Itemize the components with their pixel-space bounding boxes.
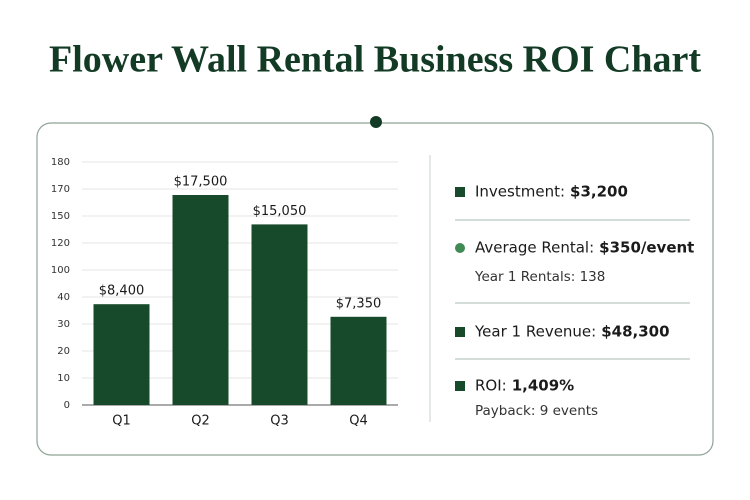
summary-label: Average Rental: [475, 239, 594, 257]
summary-value: 1,409% [512, 377, 574, 395]
summary-note: Year 1 Rentals: 138 [474, 269, 605, 285]
summary-value: $350/event [599, 239, 694, 257]
bar [172, 195, 229, 405]
marker [455, 187, 465, 197]
value-label: $15,050 [253, 204, 307, 219]
y-tick-label: 180 [51, 157, 70, 168]
summary-label: Year 1 Revenue: [474, 323, 596, 341]
bar [93, 304, 150, 405]
y-tick-label: 170 [51, 184, 70, 195]
x-tick-label: Q2 [191, 414, 210, 429]
x-tick-label: Q3 [270, 414, 289, 429]
y-tick-label: 150 [51, 211, 70, 222]
marker [455, 327, 465, 337]
y-tick-label: 30 [57, 319, 70, 330]
y-tick-label: 10 [57, 373, 70, 384]
x-tick-label: Q4 [349, 414, 368, 429]
value-label: $7,350 [336, 296, 382, 311]
bar [251, 224, 308, 405]
value-label: $17,500 [174, 175, 228, 190]
y-tick-label: 0 [64, 400, 70, 411]
y-tick-label: 120 [51, 238, 70, 249]
summary-label: Investment: [475, 183, 565, 201]
summary-value: $3,200 [570, 183, 628, 201]
page-title: Flower Wall Rental Business ROI Chart [49, 39, 701, 81]
summary-label: ROI: [475, 377, 507, 395]
marker [455, 243, 465, 253]
card-dot [370, 116, 382, 128]
y-tick-label: 100 [51, 265, 70, 276]
marker [455, 381, 465, 391]
x-tick-label: Q1 [112, 414, 131, 429]
bar [330, 316, 387, 405]
summary-value: $48,300 [601, 323, 669, 341]
value-label: $8,400 [99, 284, 145, 299]
summary-note: Payback: 9 events [475, 403, 598, 419]
y-tick-label: 40 [57, 292, 70, 303]
y-tick-label: 20 [57, 346, 70, 357]
